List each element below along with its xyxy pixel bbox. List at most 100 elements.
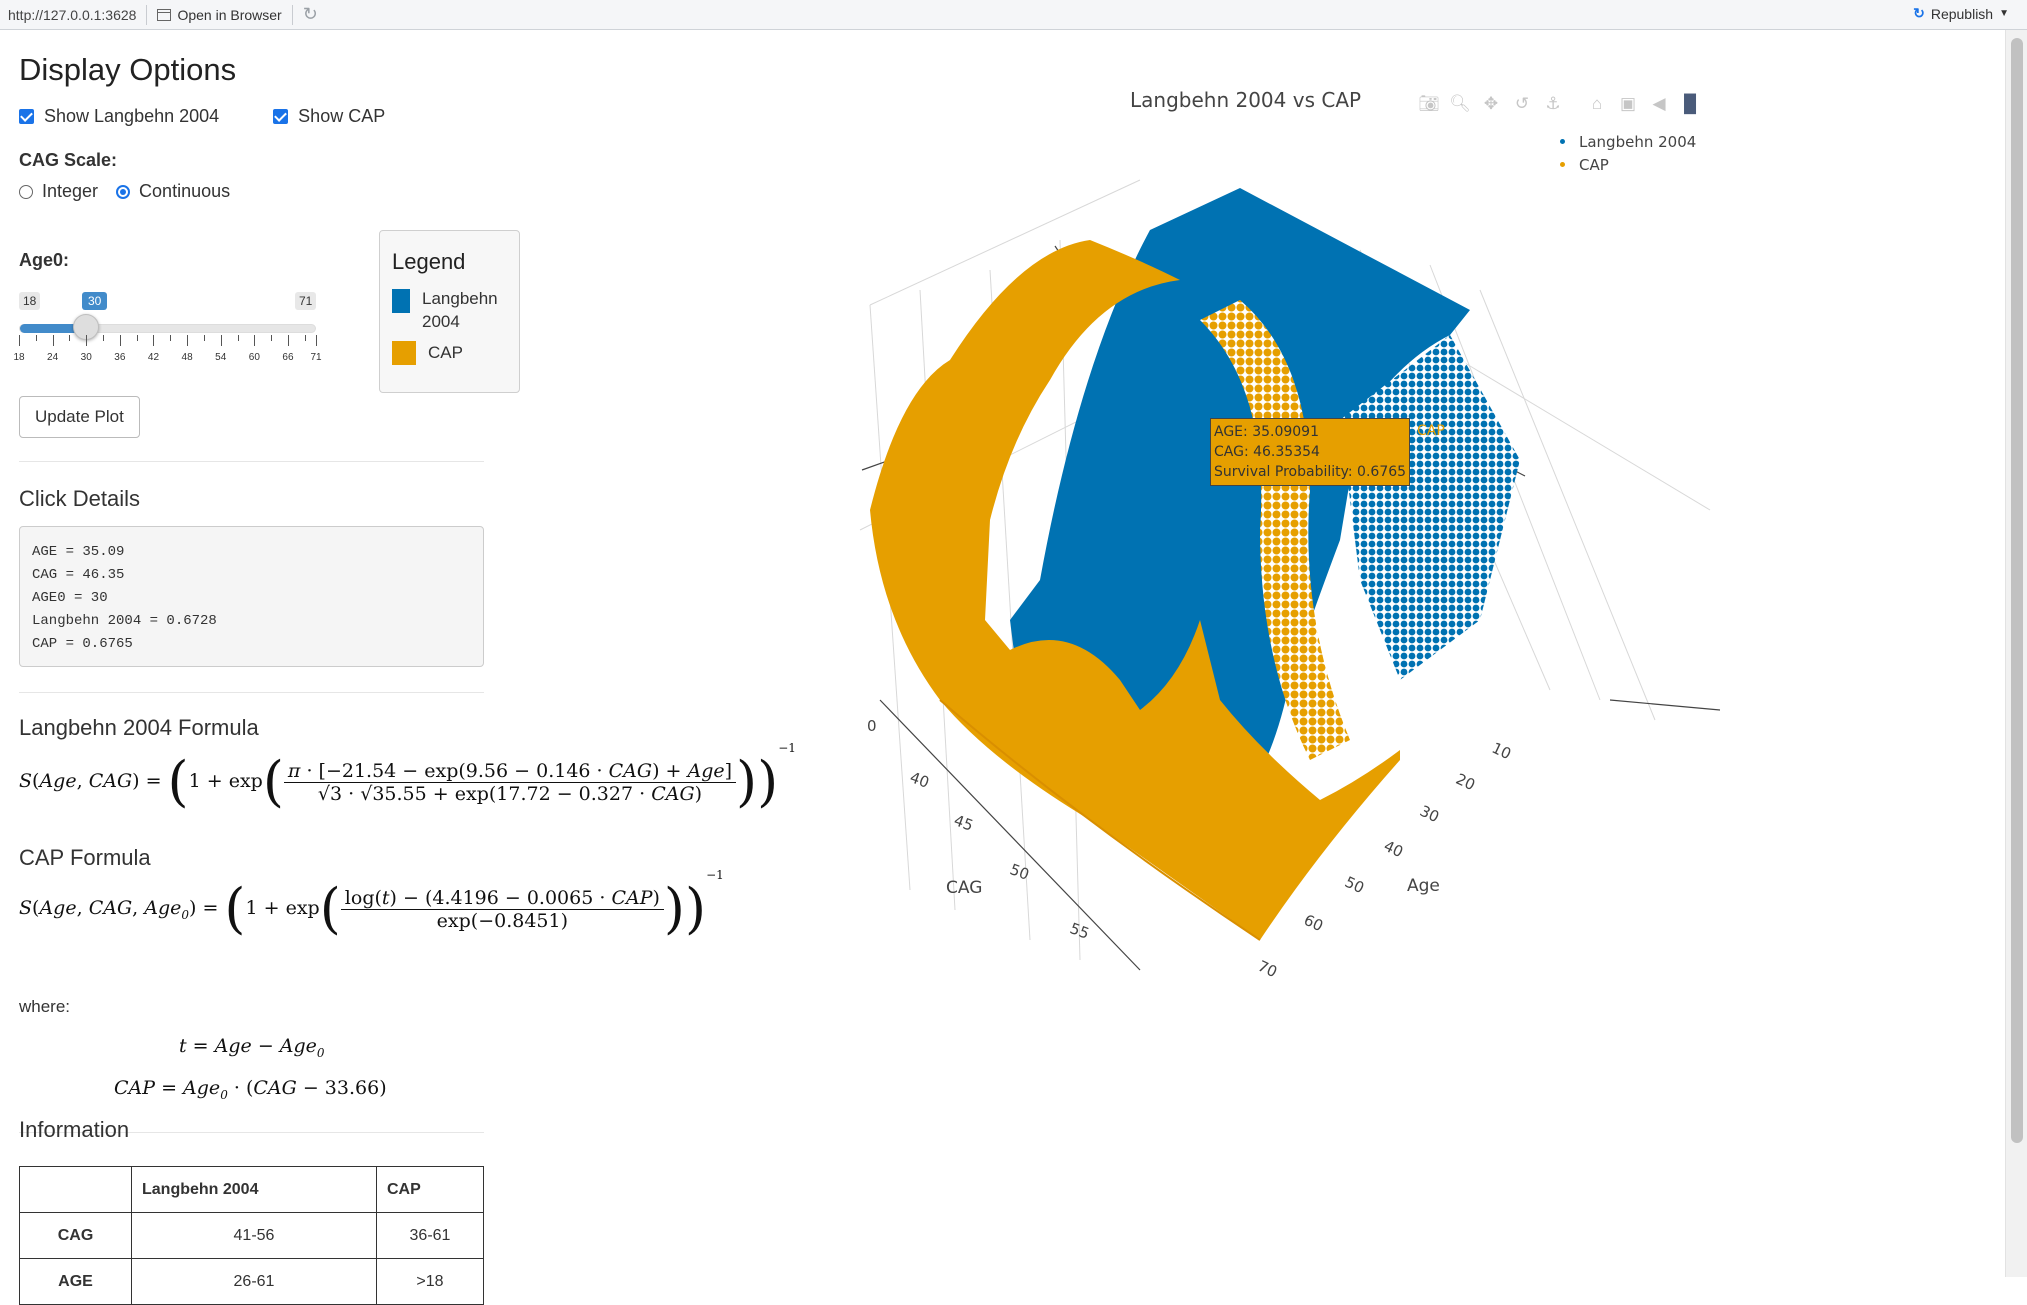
slider-minor-tick: [170, 335, 172, 341]
legend-swatch-orange: [392, 341, 416, 365]
checkbox-row: Show Langbehn 2004 Show CAP: [19, 106, 499, 127]
slider-minor-tick: [69, 335, 71, 341]
republish-icon: ↻: [1913, 5, 1925, 21]
cap-formula-heading: CAP Formula: [19, 845, 151, 870]
plot-3d-scene[interactable]: [840, 60, 2005, 1000]
cap-formula: S(Age, CAG, Age0) = (1 + exp(log(t) − (4…: [19, 868, 724, 940]
update-plot-button[interactable]: Update Plot: [19, 396, 140, 438]
axis-title-cag: CAG: [946, 878, 983, 898]
table-cell: AGE: [19, 1258, 132, 1305]
legend-box: Legend Langbehn 2004 CAP: [379, 230, 520, 393]
slider-tick-label: 24: [47, 352, 59, 363]
show-cap-checkbox[interactable]: Show CAP: [273, 106, 385, 127]
table-cell: 36-61: [376, 1212, 484, 1259]
checkbox-checked-icon[interactable]: [19, 109, 34, 124]
radio-continuous[interactable]: Continuous: [116, 181, 230, 202]
fraction: log(t) − (4.4196 − 0.0065 · CAP) exp(−0.8…: [340, 887, 664, 932]
show-langbehn-checkbox[interactable]: Show Langbehn 2004: [19, 106, 219, 127]
scrollbar-thumb[interactable]: [2011, 38, 2023, 1143]
hover-line: CAG: 46.35354: [1214, 444, 1320, 460]
hover-line: AGE: 35.09091: [1214, 424, 1319, 440]
plot-legend: Langbehn 2004 CAP: [1560, 130, 1696, 176]
cap-surface[interactable]: [870, 240, 1400, 940]
camera-icon[interactable]: 📷︎: [1418, 94, 1440, 113]
click-details-output: AGE = 35.09 CAG = 46.35 AGE0 = 30 Langbe…: [19, 526, 484, 667]
slider-minor-tick: [35, 335, 37, 341]
plot-modebar: 📷︎ 🔍︎ ✥ ↺ ⚓︎ ⌂ ▣ ◀ ▐▌: [1417, 94, 1702, 114]
slider-tick-label: 66: [282, 352, 294, 363]
toolbar-divider: [291, 4, 293, 25]
slider-track[interactable]: [19, 324, 316, 333]
browser-window-icon: [157, 8, 172, 21]
cag-scale-label: CAG Scale:: [19, 150, 118, 170]
slider-tick-label: 54: [215, 352, 227, 363]
axis-title-age: Age: [1407, 876, 1440, 896]
slider-major-tick: [220, 335, 222, 346]
slider-major-tick: [187, 335, 189, 346]
hover-line: Survival Probability: 0.6765: [1214, 464, 1407, 480]
viewer-toolbar: http://127.0.0.1:3628 Open in Browser ↻ …: [0, 0, 2027, 30]
checkbox-label: Show Langbehn 2004: [44, 106, 220, 126]
slider-minor-tick: [304, 335, 306, 341]
slider-minor-tick: [203, 335, 205, 341]
detail-line: CAG = 46.35: [32, 567, 125, 583]
pan-icon[interactable]: ✥: [1483, 94, 1499, 113]
reset-camera-home-icon[interactable]: ⌂: [1591, 94, 1603, 113]
where-label: where:: [19, 997, 71, 1016]
cap-surface-ribs: [1200, 300, 1350, 760]
url-label: http://127.0.0.1:3628: [8, 6, 137, 23]
reset-camera-last-save-icon[interactable]: ▣: [1619, 94, 1637, 113]
republish-button[interactable]: ↻ Republish ▼: [1913, 5, 2009, 22]
plot-legend-label: Langbehn 2004: [1579, 132, 1697, 151]
detail-line: AGE0 = 30: [32, 590, 108, 606]
table-row: AGE 26-61 >18: [19, 1258, 484, 1305]
age0-slider[interactable]: 18 71 30 18 24 30 36 42 48 54 60 66 71: [13, 260, 322, 370]
zoom-icon[interactable]: 🔍︎: [1449, 94, 1471, 113]
radio-integer[interactable]: Integer: [19, 181, 98, 202]
slider-minor-tick: [103, 335, 105, 341]
orbit-rotation-icon[interactable]: ↺: [1514, 94, 1530, 113]
detail-line: Langbehn 2004 = 0.6728: [32, 613, 217, 629]
slider-tick-label: 60: [248, 352, 260, 363]
langbehn-formula: S(Age, CAG) = (1 + exp(π · [−21.54 − exp…: [19, 741, 796, 813]
radio-unselected-icon[interactable]: [19, 184, 33, 199]
plot-legend-item-langbehn[interactable]: Langbehn 2004: [1560, 130, 1696, 153]
hover-tooltip: AGE: 35.09091 CAG: 46.35354 Survival Pro…: [1210, 418, 1411, 486]
toggle-hover-icon[interactable]: ◀: [1652, 94, 1666, 113]
turntable-rotation-icon[interactable]: ⚓︎: [1545, 94, 1561, 113]
langbehn-surface[interactable]: [1010, 188, 1470, 840]
slider-tick-label: 71: [310, 352, 322, 363]
slider-tick-label: 48: [181, 352, 193, 363]
slider-minor-tick: [136, 335, 138, 341]
plot-title: Langbehn 2004 vs CAP: [1130, 88, 1362, 112]
plot-legend-item-cap[interactable]: CAP: [1560, 153, 1696, 176]
legend-item-label: Langbehn 2004: [422, 289, 498, 331]
slider-handle[interactable]: [73, 314, 100, 340]
legend-swatch-blue: [392, 289, 410, 313]
age0-label: Age0:: [19, 250, 70, 270]
republish-label: Republish: [1930, 5, 1994, 22]
slider-major-tick: [86, 335, 88, 346]
hover-trace-name: CAP: [1417, 423, 1445, 439]
checkbox-label: Show CAP: [298, 106, 386, 126]
toolbar-divider: [146, 4, 148, 25]
checkbox-checked-icon[interactable]: [273, 109, 289, 124]
cag-scale-radio-group: Integer Continuous: [19, 181, 499, 202]
refresh-icon[interactable]: ↻: [302, 4, 318, 24]
t-definition: t = Age − Age0: [179, 1035, 325, 1060]
table-cell: 26-61: [131, 1258, 377, 1305]
vertical-scrollbar[interactable]: [2005, 30, 2027, 1277]
cap-surface-edge: [939, 699, 1261, 941]
table-cell: CAG: [19, 1212, 132, 1259]
click-details-heading: Click Details: [19, 486, 141, 511]
radio-label: Continuous: [139, 181, 231, 201]
slider-tick-label: 18: [13, 352, 25, 363]
plotly-3d-chart[interactable]: Langbehn 2004 vs CAP 📷︎ 🔍︎ ✥ ↺ ⚓︎ ⌂ ▣ ◀ …: [840, 60, 2005, 1000]
plotly-logo-icon[interactable]: ▐▌: [1678, 94, 1703, 113]
table-cell: 41-56: [131, 1212, 377, 1259]
z-tick-label: 0: [867, 717, 877, 735]
radio-selected-icon[interactable]: [116, 184, 131, 199]
legend-item-label: CAP: [428, 343, 463, 362]
detail-line: AGE = 35.09: [32, 544, 125, 560]
open-in-browser-button[interactable]: Open in Browser: [157, 7, 282, 23]
